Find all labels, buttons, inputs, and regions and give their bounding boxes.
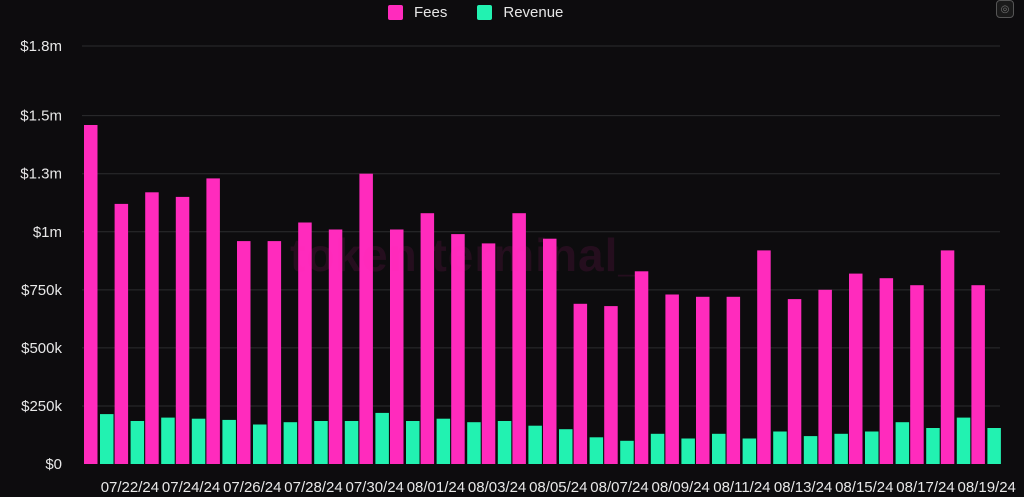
revenue-bar[interactable] (956, 417, 971, 464)
legend: Fees Revenue (388, 4, 593, 21)
revenue-bar[interactable] (926, 428, 940, 464)
fees-bar[interactable] (726, 296, 741, 464)
fees-bar[interactable] (481, 243, 496, 464)
revenue-bar[interactable] (742, 438, 757, 465)
y-tick-label: $1.8m (20, 38, 62, 55)
x-tick-label: 07/22/24 (101, 479, 159, 496)
revenue-bar[interactable] (834, 433, 848, 464)
y-tick-label: $1m (33, 224, 62, 241)
expand-icon[interactable]: ◎ (996, 0, 1014, 18)
y-tick-label: $750k (21, 282, 62, 299)
x-tick-label: 07/30/24 (346, 479, 404, 496)
legend-item-fees[interactable]: Fees (388, 4, 447, 21)
x-tick-label: 08/15/24 (835, 479, 893, 496)
x-tick-label: 08/11/24 (713, 479, 770, 496)
fees-bar[interactable] (420, 213, 435, 464)
y-tick-label: $1.5m (20, 108, 62, 125)
revenue-bar[interactable] (559, 429, 573, 464)
revenue-bar[interactable] (803, 436, 818, 464)
revenue-bar[interactable] (650, 433, 665, 464)
y-tick-label: $500k (21, 340, 62, 357)
fees-bar[interactable] (634, 271, 649, 464)
grid-lines (82, 45, 1000, 407)
legend-item-revenue[interactable]: Revenue (477, 4, 563, 21)
revenue-bar[interactable] (528, 425, 542, 464)
fees-bar[interactable] (604, 306, 618, 464)
revenue-bar[interactable] (987, 428, 1001, 464)
revenue-swatch (477, 5, 493, 20)
fees-bar[interactable] (206, 178, 220, 464)
fees-bar[interactable] (451, 234, 465, 464)
fees-bar[interactable] (267, 241, 282, 464)
x-tick-label: 08/05/24 (529, 479, 587, 496)
x-tick-label: 08/13/24 (774, 479, 832, 496)
revenue-bar[interactable] (589, 437, 604, 464)
fees-bar[interactable] (328, 229, 343, 465)
x-tick-label: 08/03/24 (468, 479, 526, 496)
revenue-bar[interactable] (375, 412, 389, 464)
fees-bar[interactable] (787, 299, 802, 464)
revenue-bar[interactable] (406, 421, 420, 464)
fees-bar[interactable] (512, 213, 526, 464)
y-tick-label: $1.3m (20, 166, 62, 183)
revenue-bar[interactable] (681, 438, 695, 465)
fees-bar[interactable] (390, 229, 404, 465)
fees-bar[interactable] (940, 250, 955, 464)
x-tick-label: 08/01/24 (407, 479, 465, 496)
y-tick-label: $250k (21, 398, 62, 415)
fees-bar[interactable] (84, 125, 98, 464)
legend-revenue-label: Revenue (503, 4, 564, 21)
legend-fees-label: Fees (414, 4, 448, 21)
fees-bar[interactable] (543, 238, 557, 464)
revenue-bar[interactable] (344, 421, 359, 464)
revenue-bar[interactable] (100, 414, 114, 464)
fees-bar[interactable] (757, 250, 771, 464)
x-axis-labels: 07/22/24 07/24/24 07/26/24 07/28/24 07/30/24… (101, 479, 1016, 496)
x-tick-label: 08/19/24 (958, 479, 1016, 496)
revenue-bar[interactable] (314, 421, 328, 464)
fees-bar[interactable] (971, 285, 985, 464)
revenue-bar[interactable] (865, 431, 879, 465)
revenue-bar[interactable] (497, 421, 512, 464)
fees-bar[interactable] (818, 289, 832, 464)
x-tick-label: 07/24/24 (162, 479, 220, 496)
fees-bar[interactable] (175, 196, 190, 464)
y-tick-label: $0 (45, 456, 62, 473)
fees-bar[interactable] (665, 294, 679, 465)
fees-bar[interactable] (359, 173, 373, 464)
fees-bar[interactable] (849, 273, 863, 464)
y-axis-labels: $0 $250k $500k $750k $1m $1.3m $1.5m $1.8m (20, 38, 62, 473)
fees-bar[interactable] (910, 285, 924, 464)
revenue-bar[interactable] (253, 424, 267, 465)
revenue-bar[interactable] (436, 418, 451, 464)
fees-bar[interactable] (298, 222, 312, 465)
revenue-bar[interactable] (620, 440, 634, 464)
bars (84, 125, 1001, 465)
revenue-bar[interactable] (467, 422, 481, 464)
fees-bar[interactable] (114, 203, 129, 464)
fees-bar[interactable] (237, 241, 251, 464)
x-tick-label: 08/09/24 (652, 479, 710, 496)
x-tick-label: 08/07/24 (590, 479, 648, 496)
fees-swatch (388, 5, 403, 20)
revenue-bar[interactable] (130, 421, 145, 464)
x-tick-label: 08/17/24 (896, 479, 954, 496)
revenue-bar[interactable] (895, 422, 910, 464)
fees-bar[interactable] (145, 192, 159, 465)
revenue-bar[interactable] (773, 431, 787, 465)
revenue-bar[interactable] (712, 433, 726, 464)
fees-bar[interactable] (573, 303, 588, 464)
fees-bar[interactable] (696, 296, 710, 464)
revenue-bar[interactable] (161, 417, 175, 464)
revenue-bar[interactable] (283, 422, 298, 464)
revenue-bar[interactable] (191, 418, 206, 464)
x-tick-label: 07/28/24 (284, 479, 342, 496)
x-tick-label: 07/26/24 (223, 479, 281, 496)
fees-bar[interactable] (879, 278, 894, 464)
revenue-bar[interactable] (222, 419, 236, 464)
